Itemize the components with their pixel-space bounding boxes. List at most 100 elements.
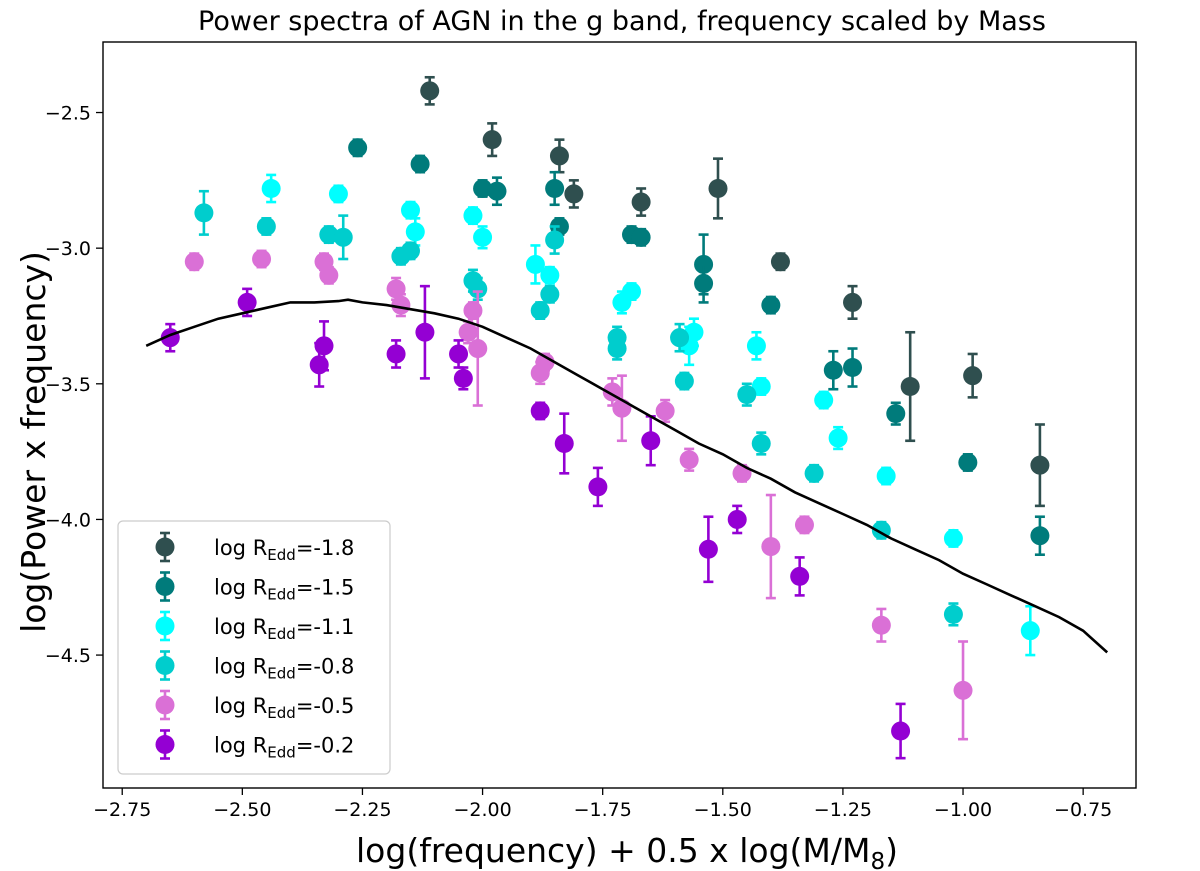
legend-label-prefix: log R (214, 615, 267, 639)
legend-label-subscript: Edd (267, 625, 296, 643)
series-1-8 (420, 75, 1050, 508)
data-point (790, 566, 810, 586)
data-point (814, 390, 834, 410)
data-point (530, 401, 550, 421)
legend-entry: log REdd=-0.2 (155, 729, 354, 762)
y-tick-label: −3.0 (45, 238, 91, 260)
x-tick-label: −2.00 (453, 799, 511, 821)
data-point (1020, 621, 1040, 641)
legend-label-value: =-1.8 (296, 536, 355, 560)
data-point (468, 339, 488, 359)
legend-label-value: =-0.2 (296, 734, 355, 758)
data-point (314, 336, 334, 356)
data-point (804, 463, 824, 483)
legend-marker (155, 735, 175, 754)
legend-label-prefix: log R (214, 694, 267, 718)
data-point (655, 401, 675, 421)
legend-marker (155, 577, 175, 596)
data-point (319, 265, 339, 285)
data-point (698, 539, 718, 559)
data-point (823, 360, 843, 380)
data-point (535, 352, 555, 372)
data-point (252, 249, 272, 269)
data-point (963, 366, 983, 386)
legend-label-subscript: Edd (267, 704, 296, 722)
data-point (708, 178, 728, 198)
data-point (641, 431, 661, 451)
data-point (328, 184, 348, 204)
legend-label: log REdd=-0.2 (214, 734, 354, 762)
x-axis: −2.75 −2.50 −2.25 −2.00 −1.75 −1.50 −1.25 −1.00… (93, 788, 1112, 821)
legend-label-prefix: log R (214, 655, 267, 679)
data-point (194, 203, 214, 223)
legend-label-prefix: log R (214, 536, 267, 560)
y-tick-label: −4.5 (45, 645, 91, 667)
data-point (458, 322, 478, 342)
x-axis-label-close: ) (885, 831, 898, 870)
legend-label-value: =-1.1 (296, 615, 355, 639)
legend-label-value: =-0.5 (296, 694, 355, 718)
data-point (564, 184, 584, 204)
legend-label-subscript: Edd (267, 546, 296, 564)
legend-box (117, 520, 391, 775)
legend-label: log REdd=-1.1 (214, 615, 354, 643)
data-point (746, 336, 766, 356)
data-point (420, 81, 440, 101)
legend-label-subscript: Edd (267, 744, 296, 762)
data-point (530, 301, 550, 321)
legend-label-subscript: Edd (267, 586, 296, 604)
data-point (588, 477, 608, 497)
data-point (886, 404, 906, 424)
data-point (348, 138, 368, 158)
data-point (449, 344, 469, 364)
data-point (761, 295, 781, 315)
data-point (871, 615, 891, 635)
data-point (473, 178, 493, 198)
data-point (900, 377, 920, 397)
model-curve (145, 298, 1109, 654)
data-point (631, 192, 651, 212)
data-point (549, 146, 569, 166)
series-0-8 (194, 189, 963, 627)
data-point (622, 282, 642, 302)
data-point (843, 292, 863, 312)
data-point (540, 265, 560, 285)
data-point (261, 178, 281, 198)
x-axis-label-subscript: 8 (870, 849, 885, 871)
legend-label-value: =-0.8 (296, 655, 355, 679)
legend-marker (155, 695, 175, 715)
legend-label-subscript: Edd (267, 665, 296, 683)
data-point (525, 254, 545, 274)
data-point (410, 154, 430, 174)
legend-entry: log REdd=-0.8 (155, 650, 355, 683)
data-point (891, 721, 911, 741)
x-tick-label: −1.50 (694, 799, 752, 821)
data-point (958, 452, 978, 472)
legend-entry: log REdd=-1.1 (155, 610, 354, 643)
data-point (463, 206, 483, 226)
data-point (184, 252, 204, 272)
data-point (415, 322, 435, 342)
data-point (319, 225, 339, 245)
data-point (400, 200, 420, 220)
data-point (631, 227, 651, 247)
data-point (1030, 455, 1050, 475)
x-tick-label: −2.75 (93, 799, 151, 821)
legend-label-prefix: log R (214, 576, 267, 600)
data-point (794, 515, 814, 535)
legend-label-prefix: log R (214, 734, 267, 758)
x-tick-label: −1.75 (574, 799, 632, 821)
data-point (770, 252, 790, 272)
data-point (473, 227, 493, 247)
data-point (674, 371, 694, 391)
data-point (670, 328, 690, 348)
y-axis: −4.5 −4.0 −3.5 −3.0 −2.5 (45, 103, 103, 667)
data-point (679, 450, 699, 470)
data-point (333, 227, 353, 247)
data-point (828, 428, 848, 448)
data-point (463, 301, 483, 321)
x-tick-label: −2.50 (213, 799, 271, 821)
data-point (405, 222, 425, 242)
data-point (694, 273, 714, 293)
